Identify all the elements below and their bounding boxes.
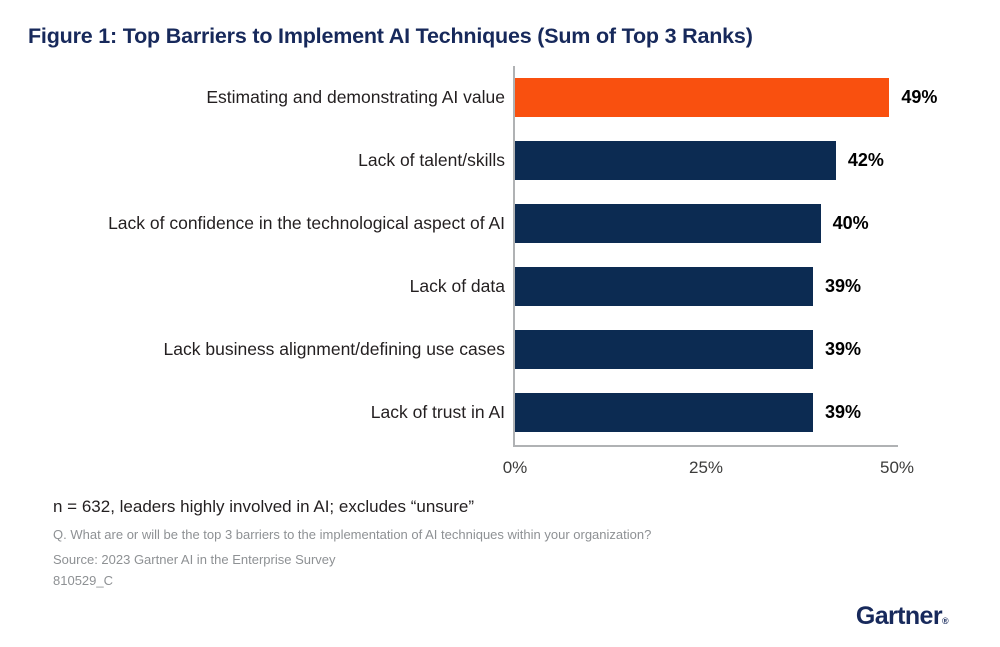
x-axis-line: [513, 445, 898, 447]
bar-category-label: Lack of trust in AI: [370, 402, 505, 422]
bar-category-label: Lack of talent/skills: [358, 150, 505, 170]
bar-value-label: 39%: [824, 402, 861, 422]
bar-value-label: 42%: [847, 150, 884, 170]
bar-rect[interactable]: [515, 141, 836, 180]
bar-category-label: Lack of confidence in the technological …: [108, 213, 505, 233]
bar-row: Lack of talent/skills 42%: [0, 141, 1000, 180]
page-title: Figure 1: Top Barriers to Implement AI T…: [28, 24, 753, 48]
bar-rect[interactable]: [515, 267, 813, 306]
bar-value-label: 49%: [901, 87, 938, 107]
bar-value-label: 40%: [832, 213, 869, 233]
x-axis-tick-label: 25%: [688, 458, 724, 477]
x-axis-tick-label: 0%: [502, 458, 528, 477]
bar-category-label: Lack business alignment/defining use cas…: [163, 339, 505, 359]
bar-rect[interactable]: [515, 78, 890, 117]
footnote-sample-size: n = 632, leaders highly involved in AI; …: [53, 497, 474, 516]
bar-category-label: Lack of data: [409, 276, 505, 296]
chart-plot-area: Estimating and demonstrating AI value 49%…: [0, 62, 1000, 447]
gartner-logo: Gartner®: [855, 602, 949, 631]
registered-mark-icon: ®: [941, 616, 949, 626]
bar-rect[interactable]: [515, 204, 821, 243]
bar-rect[interactable]: [515, 330, 813, 369]
footnote-question: Q. What are or will be the top 3 barrier…: [53, 527, 652, 542]
gartner-logo-text: Gartner: [855, 602, 943, 630]
footnote-source: Source: 2023 Gartner AI in the Enterpris…: [53, 552, 336, 567]
bar-row: Lack business alignment/defining use cas…: [0, 330, 1000, 369]
x-axis-tick-label: 50%: [879, 458, 915, 477]
x-axis-tick-labels: 0% 25% 50%: [0, 458, 1000, 484]
bar-rect[interactable]: [515, 393, 813, 432]
bar-row: Lack of trust in AI 39%: [0, 393, 1000, 432]
bar-category-label: Estimating and demonstrating AI value: [206, 87, 505, 107]
bar-row: Estimating and demonstrating AI value 49%: [0, 78, 1000, 117]
bar-value-label: 39%: [824, 339, 861, 359]
bar-row: Lack of data 39%: [0, 267, 1000, 306]
bar-row: Lack of confidence in the technological …: [0, 204, 1000, 243]
y-axis-line: [513, 66, 515, 447]
footnote-code: 810529_C: [53, 573, 113, 588]
bar-value-label: 39%: [824, 276, 861, 296]
